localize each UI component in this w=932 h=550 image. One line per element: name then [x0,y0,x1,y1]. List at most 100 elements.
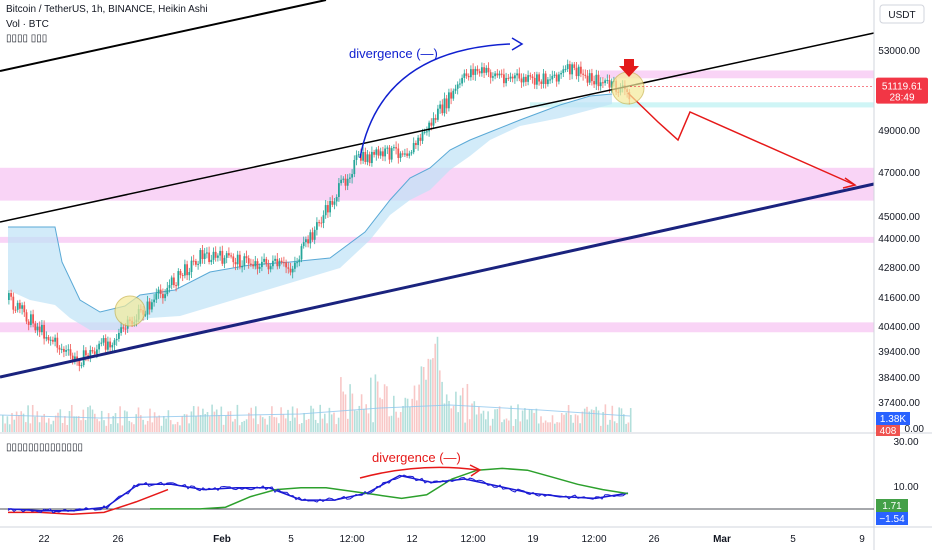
candle-body [481,67,483,74]
volume-bar [321,418,324,432]
price-axis-tick-label: 40400.00 [878,322,920,333]
candle-body [247,258,250,264]
price-axis-tick-label: 42800.00 [878,263,920,274]
oscillator-title[interactable]: ▯▯▯▯▯▯▯▯▯▯▯▯▯▯ [6,442,84,453]
candle-body [406,153,408,156]
volume-bar [197,406,200,432]
volume-bars [2,336,632,432]
candle-body [265,258,268,265]
volume-bar [590,409,593,432]
candle-body [379,151,382,156]
volume-bar [471,403,473,432]
candle-body [32,314,34,324]
candle-body [399,153,402,158]
volume-bar [560,413,563,432]
volume-bar [142,419,144,432]
candle-body [283,262,285,264]
candle-body [89,350,92,358]
volume-bar [390,415,393,432]
candle-body [201,250,204,260]
volume-bar [158,415,160,432]
candle-body [27,321,30,325]
candle-body [316,222,318,230]
indicator-legend-main[interactable]: ▯▯▯▯ ▯▯▯ [6,33,48,44]
volume-bar [356,410,358,432]
channel-mid-line [0,32,875,223]
osc-divergence-arrowhead [469,464,482,477]
volume-bar [220,406,223,432]
candle-body [366,154,369,162]
volume-bar [259,415,262,432]
currency-button-label: USDT [888,10,915,21]
volume-bar [181,416,183,432]
volume-bar [363,408,365,432]
volume-bar [294,417,296,432]
volume-bar [528,409,531,432]
candle-body [122,327,125,329]
candle-body [373,151,375,155]
volume-bar [71,404,73,432]
volume-bar [487,411,489,432]
candle-body [393,147,395,149]
volume-bar [264,418,266,432]
candle-body [34,323,37,331]
ichimoku-cloud [8,94,612,330]
volume-bar [261,417,264,432]
volume-bar [301,423,303,432]
volume-bar [434,343,436,432]
volume-bar [133,424,135,432]
volume-bar [600,425,602,432]
candle-body [60,348,63,350]
volume-bar [137,407,140,432]
candle-body [580,66,582,74]
candle-body [443,98,446,114]
candle-body [324,205,327,216]
volume-bar [87,407,89,432]
volume-legend[interactable]: Vol · BTC [6,19,49,30]
volume-bar [342,391,344,432]
volume-bar [4,423,6,432]
candle-body [153,299,155,303]
volume-bar [491,418,494,432]
candle-body [291,268,294,273]
candle-body [19,302,21,309]
volume-bar [22,413,25,432]
volume-bar [468,419,471,432]
candle-body [461,77,463,84]
symbol-title[interactable]: Bitcoin / TetherUS, 1h, BINANCE, Heikin … [6,4,208,15]
candle-body [470,69,472,78]
candle-body [276,258,279,267]
candle-body [610,81,613,88]
candle-body [199,250,202,264]
volume-bar [156,417,158,432]
volume-bar [349,384,351,432]
candle-body [346,178,349,186]
volume-bar [227,411,229,432]
volume-bar [533,412,535,432]
candle-body [599,82,602,87]
candle-body [104,338,107,350]
volume-bar [508,420,510,432]
volume-bar [399,412,402,432]
volume-bar [397,417,400,432]
volume-bar [140,415,142,432]
volume-bar [388,416,390,432]
channel-top-line [0,0,327,72]
volume-bar [183,414,186,432]
volume-bar [317,423,319,432]
volume-bar [298,424,301,432]
candle-body [439,104,441,109]
volume-bar [604,404,607,432]
volume-bar [241,421,243,432]
volume-bar [80,420,82,432]
candle-body [243,256,246,266]
volume-bar [105,425,108,432]
candle-body [173,277,175,286]
candle-body [300,246,303,260]
candle-body [217,255,219,258]
support-zone-cyan [530,102,874,108]
volume-bar [135,414,137,432]
candle-body [221,250,224,264]
currency-button[interactable] [879,4,925,24]
